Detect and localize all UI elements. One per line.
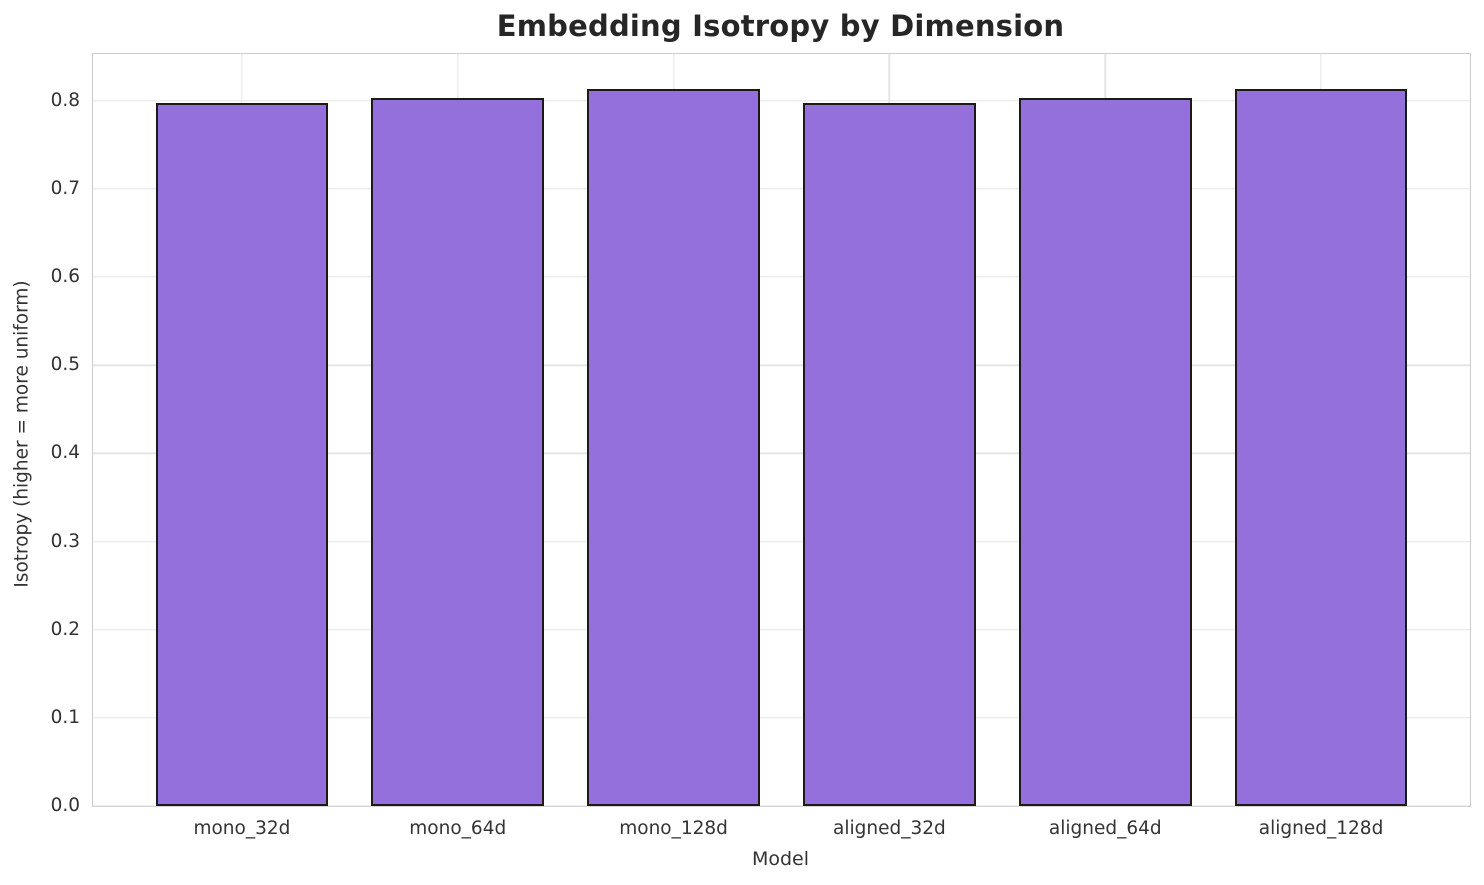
bar-mono_32d [155, 102, 329, 806]
y-axis-label: Isotropy (higher = more uniform) [11, 280, 33, 588]
y-gridline [93, 452, 1470, 455]
x-tick-label: aligned_64d [1048, 818, 1162, 839]
x-axis-label: Model [751, 848, 810, 870]
bar-aligned_128d [1234, 89, 1408, 806]
y-gridline [93, 805, 1470, 807]
y-tick-label: 0.5 [50, 353, 80, 375]
bar-aligned_64d [1018, 98, 1192, 806]
plot-area: 0.0 0.1 0.2 0.3 0.4 0.5 0.6 0.7 0.8 mono_32d mono_… [51, 53, 1471, 839]
y-gridline [93, 188, 1470, 190]
y-gridline [93, 540, 1470, 543]
y-tick-label: 0.4 [50, 442, 80, 464]
bar-mono_128d [587, 89, 760, 806]
y-tick-label: 0.1 [50, 706, 80, 728]
x-tick-label: aligned_128d [1258, 818, 1384, 839]
bar-mono_64d [371, 98, 545, 806]
x-tick-label: mono_128d [619, 818, 728, 839]
chart-title: Embedding Isotropy by Dimension [496, 9, 1065, 43]
y-tick-label: 0.0 [50, 794, 80, 816]
y-gridline [93, 628, 1470, 631]
y-tick-label: 0.2 [50, 618, 80, 640]
y-tick-label: 0.6 [50, 265, 80, 287]
y-gridline [93, 100, 1470, 102]
y-tick-label: 0.7 [50, 177, 80, 199]
y-tick-label: 0.8 [50, 89, 80, 111]
y-tick-label: 0.3 [50, 530, 80, 552]
x-tick-label: mono_64d [409, 818, 507, 839]
x-tick-label: mono_32d [193, 818, 291, 839]
y-gridline [93, 717, 1470, 719]
y-gridline [93, 276, 1470, 278]
x-tick-label: aligned_32d [833, 818, 946, 839]
y-gridline [93, 364, 1470, 366]
bar-aligned_32d [803, 102, 976, 806]
